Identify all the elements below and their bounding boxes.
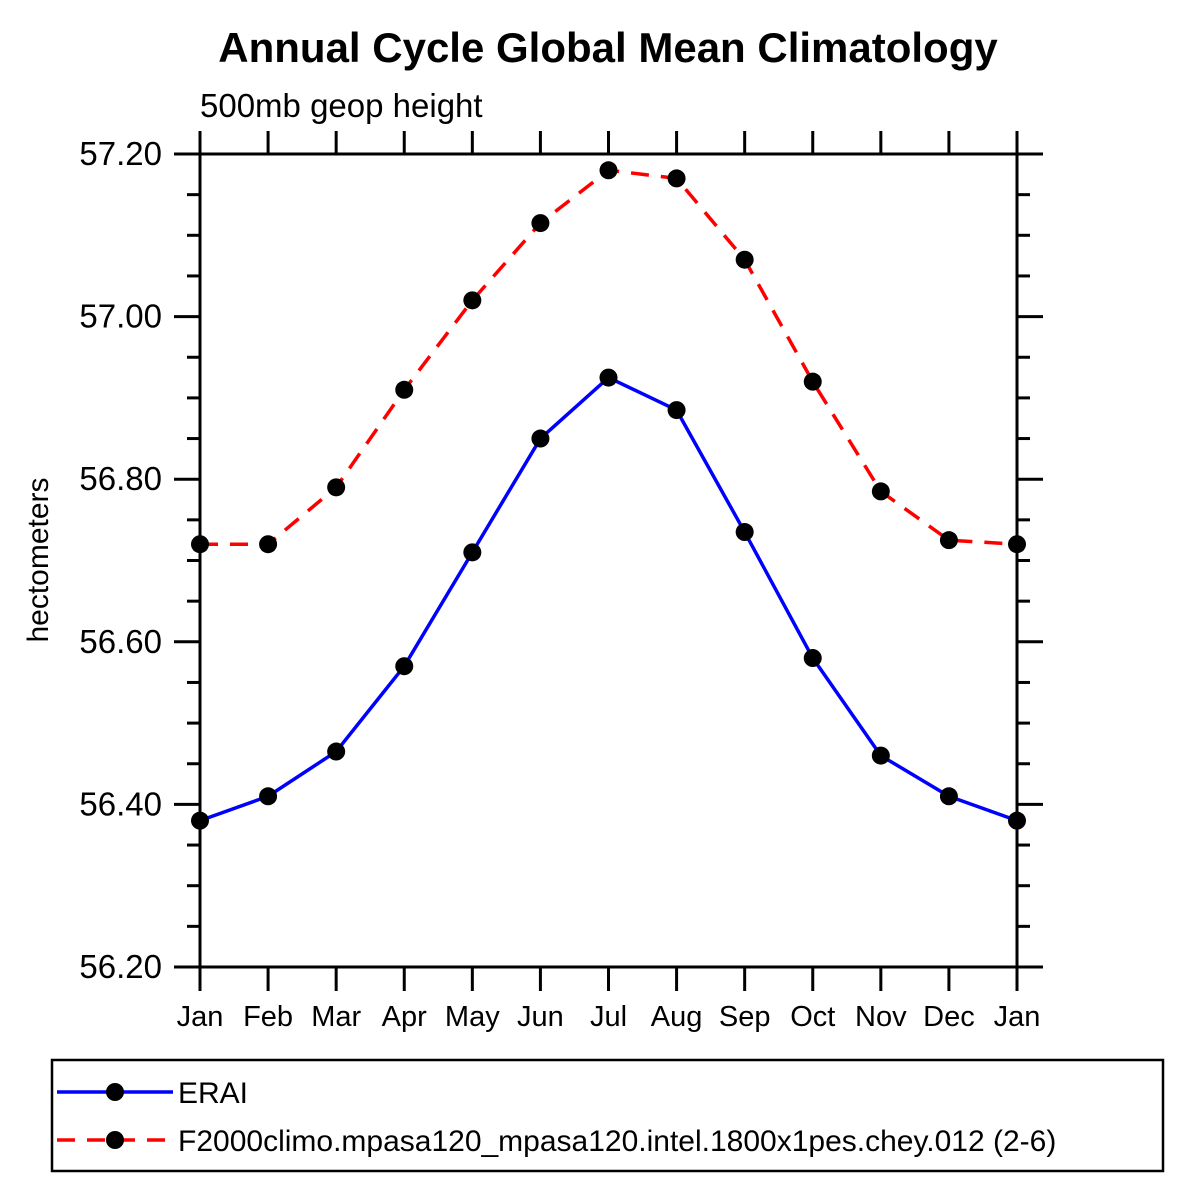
- y-tick-label: 57.20: [79, 135, 162, 172]
- legend-box: [50, 1058, 1165, 1173]
- legend-label-model: F2000climo.mpasa120_mpasa120.intel.1800x…: [178, 1125, 1056, 1158]
- data-point-marker: [599, 161, 618, 180]
- plot-area: 56.20 56.40 56.60 56.80 57.00 57.20 Jan Feb Mar A…: [79, 131, 1043, 1033]
- y-tick-label: 56.40: [79, 785, 162, 822]
- data-point-marker: [327, 742, 346, 761]
- legend-label-erai: ERAI: [178, 1077, 248, 1110]
- plot-frame: [198, 152, 1019, 969]
- data-point-marker: [531, 214, 550, 233]
- data-point-marker: [803, 649, 822, 668]
- x-tick-label: Feb: [243, 1001, 293, 1033]
- data-point-marker: [939, 531, 958, 550]
- x-tick-label: Mar: [311, 1001, 361, 1033]
- data-point-marker: [259, 787, 278, 806]
- data-point-marker: [531, 429, 550, 448]
- x-tick-label: Aug: [651, 1001, 703, 1033]
- y-tick-label: 56.60: [79, 623, 162, 660]
- x-tick-label: Oct: [790, 1001, 835, 1033]
- series-line-model: [200, 168, 1018, 546]
- y-tick-label: 56.20: [79, 948, 162, 985]
- x-tick-label: Jul: [590, 1001, 627, 1033]
- data-point-marker: [667, 169, 686, 188]
- data-point-marker: [871, 746, 890, 765]
- y-tick-label: 56.80: [79, 460, 162, 497]
- y-tick-label: 57.00: [79, 298, 162, 335]
- data-point-marker: [803, 372, 822, 391]
- data-point-marker: [735, 523, 754, 542]
- data-point-marker: [191, 811, 209, 830]
- x-tick-label: Apr: [382, 1001, 427, 1033]
- x-tick-label: Nov: [855, 1001, 907, 1033]
- x-tick-label: Dec: [923, 1001, 975, 1033]
- x-tick-label: Jan: [177, 1001, 224, 1033]
- x-tick-label: Sep: [719, 1001, 771, 1033]
- legend-marker: [106, 1083, 124, 1101]
- data-point-marker: [1008, 811, 1026, 830]
- legend-marker: [106, 1131, 124, 1149]
- data-point-marker: [395, 657, 414, 676]
- x-tick-label: May: [445, 1001, 500, 1033]
- series-line-erai: [199, 375, 1018, 823]
- data-point-marker: [259, 535, 278, 554]
- data-point-marker: [463, 543, 482, 562]
- data-point-marker: [939, 787, 958, 806]
- data-point-marker: [735, 250, 754, 269]
- x-tick-label: Jan: [994, 1001, 1041, 1033]
- data-point-marker: [463, 291, 482, 310]
- data-point-marker: [599, 368, 618, 387]
- chart-title: Annual Cycle Global Mean Climatology: [218, 24, 998, 71]
- data-point-marker: [667, 401, 686, 420]
- legend: ERAI F2000climo.mpasa120_mpasa120.intel.1…: [50, 1058, 1165, 1173]
- chart-subtitle: 500mb geop height: [200, 87, 483, 124]
- data-point-marker: [1008, 535, 1026, 554]
- data-point-marker: [395, 380, 414, 399]
- x-tick-label: Jun: [517, 1001, 564, 1033]
- y-axis-title: hectometers: [22, 477, 55, 642]
- data-point-marker: [191, 535, 209, 554]
- data-point-marker: [871, 482, 890, 501]
- data-point-marker: [327, 478, 346, 497]
